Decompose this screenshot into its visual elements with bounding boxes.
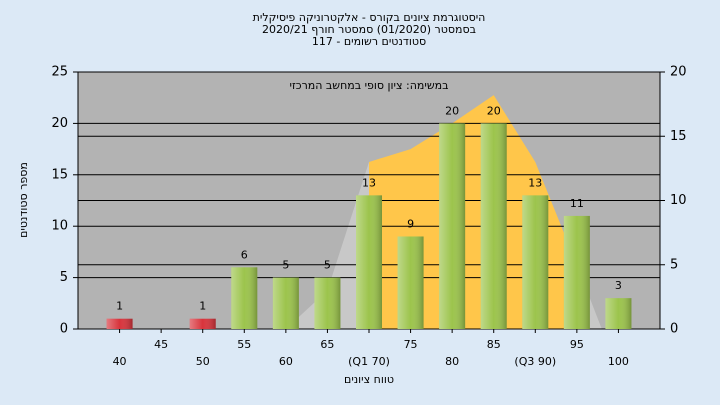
y2-tick-label: 5 (670, 257, 678, 272)
x-tick-label: 75 (404, 338, 418, 351)
value-label: 6 (241, 248, 248, 261)
x-tick-label: 45 (154, 338, 168, 351)
bar-shade (563, 215, 590, 329)
value-label: 13 (362, 176, 376, 189)
x-axis-label: טווח ציונים (344, 373, 394, 386)
x-tick-label: 60 (279, 355, 293, 368)
value-label: 5 (282, 259, 289, 272)
y-tick-label: 0 (60, 322, 68, 337)
x-tick-label: 40 (113, 355, 127, 368)
x-tick-label: (Q3 90) (514, 355, 556, 368)
y2-tick-label: 20 (670, 65, 687, 80)
bar-shade (605, 298, 632, 329)
value-label: 1 (199, 300, 206, 313)
value-label: 20 (487, 104, 501, 117)
x-tick-label: 65 (320, 338, 334, 351)
y-tick-label: 25 (51, 65, 68, 80)
y2-tick-label: 0 (670, 322, 678, 337)
bar-shade (106, 318, 133, 329)
value-label: 3 (615, 279, 622, 292)
chart-title: היסטוגרמת ציונים בקורס - אלקטרוניקה פיסי… (253, 11, 486, 24)
y-tick-label: 10 (51, 219, 68, 234)
bar-shade (189, 318, 216, 329)
y-tick-label: 15 (51, 167, 68, 182)
y-tick-label: 20 (51, 116, 68, 131)
bar-shade (397, 236, 424, 329)
value-label: 5 (324, 259, 331, 272)
bar-shade (356, 195, 382, 329)
value-label: 1 (116, 300, 123, 313)
x-tick-label: 50 (196, 355, 210, 368)
bar-shade (272, 277, 299, 329)
value-label: 9 (407, 217, 414, 230)
value-label: 13 (528, 176, 542, 189)
value-label: 11 (570, 197, 584, 210)
bar-shade (231, 267, 258, 329)
chart-title: בסמסטר (01/2020) סמסטר חורף 2020/21 (262, 23, 476, 36)
x-tick-label: 85 (487, 338, 501, 351)
x-tick-label: 95 (570, 338, 584, 351)
y-tick-label: 5 (60, 270, 68, 285)
bar-shade (522, 195, 549, 329)
x-tick-label: 80 (445, 355, 459, 368)
annotation: במשימה: ציון סופי במחשב המרכזי (289, 79, 448, 92)
x-tick-label: 55 (237, 338, 251, 351)
x-tick-label: (Q1 70) (348, 355, 390, 368)
x-tick-label: 100 (608, 355, 629, 368)
y-axis-label: מספר סטודנטים (17, 162, 30, 238)
bar-shade (439, 123, 466, 330)
value-label: 20 (445, 104, 459, 117)
y2-tick-label: 15 (670, 129, 687, 144)
y2-tick-label: 10 (670, 193, 687, 208)
bar-shade (314, 277, 341, 329)
chart-title: סטודנטים רשומים - 117 (312, 35, 426, 48)
bar-shade (480, 123, 507, 330)
